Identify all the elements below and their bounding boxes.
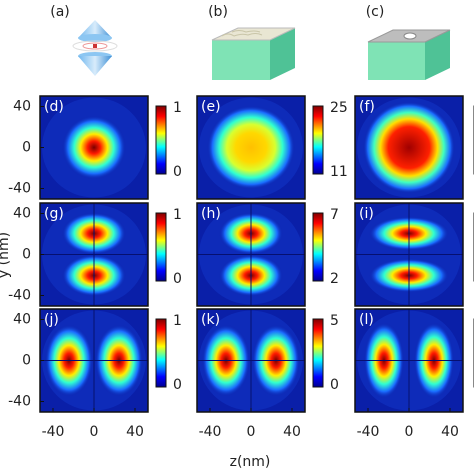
colorbar-tick-label: 25 [330,100,348,116]
schematic-label: (b) [208,4,228,20]
x-tick-label: 40 [283,424,301,440]
colorbar-tick-label: 2 [330,271,339,287]
panel-label: (l) [359,312,374,328]
colorbar-tick-label: 5 [330,313,339,329]
frame [354,95,464,200]
x-axis-label: z(nm) [230,454,271,470]
y-tick-label: 40 [13,312,31,328]
y-tick-label: 0 [22,140,31,156]
panel-label: (j) [44,312,59,328]
y-tick-label: 0 [22,353,31,369]
panel-label: (i) [359,206,374,222]
colorbar-tick-label: 0 [173,271,182,287]
y-tick-label: 40 [13,99,31,115]
heatmap-panel: (j) 1 0 [39,308,182,413]
heatmap-panel: (g) 1 0 [39,202,182,307]
colorbar-tick-label: 1 [173,207,182,223]
colorbar-tick-label: 0 [173,377,182,393]
heatmap-panel: (d) 1 0 [39,95,182,200]
y-tick-label: 0 [22,247,31,263]
colorbar-tick-label: 0 [173,164,182,180]
colorbar [155,105,167,175]
colorbar-tick-label: 11 [330,164,348,180]
x-tick-label: 0 [90,424,99,440]
frame [196,95,306,200]
heatmap [355,203,463,306]
y-tick-label: -40 [8,288,31,304]
x-tick-label: 40 [441,424,459,440]
panel-label: (k) [201,312,220,328]
schematic-label: (a) [50,4,70,20]
x-tick-label: 0 [405,424,414,440]
schematic-c [367,29,451,80]
heatmap [40,309,148,412]
x-tick-label: -40 [357,424,380,440]
heatmap-panel: (l) [354,308,474,413]
panel-label: (f) [359,99,375,115]
y-tick-label: -40 [8,181,31,197]
y-tick-label: 40 [13,206,31,222]
x-tick-label: 0 [247,424,256,440]
panel-label: (h) [201,206,221,222]
colorbar [155,318,167,388]
x-tick-label: -40 [199,424,222,440]
panel-label: (e) [201,99,221,115]
schematic-label: (c) [366,4,385,20]
heatmap [197,309,305,412]
x-tick-label: -40 [42,424,65,440]
frame [354,202,464,307]
heatmap-panel: (f) [354,95,474,200]
heatmap [40,203,148,306]
frame [196,202,306,307]
schematic-a [72,20,118,76]
y-tick-label: -40 [8,394,31,410]
colorbar [155,212,167,282]
y-axis-label: y (nm) [0,232,12,278]
colorbar [312,105,324,175]
heatmap [40,96,148,199]
heatmap-panel: (k) 5 0 [196,308,339,413]
colorbar-tick-label: 7 [330,207,339,223]
heatmap-panel: (h) 7 2 [196,202,339,307]
colorbar [312,318,324,388]
panel-label: (d) [44,99,64,115]
spot [207,105,295,190]
colorbar-tick-label: 1 [173,313,182,329]
panel-label: (g) [44,206,64,222]
heatmap [197,203,305,306]
colorbar [312,212,324,282]
colorbar-tick-label: 0 [330,377,339,393]
heatmap-panel: (e) 25 11 [196,95,348,200]
heatmap [355,309,463,412]
spot [363,101,455,194]
schematic-b [211,27,296,80]
heatmap [197,96,305,199]
spot [62,115,126,180]
colorbar-tick-label: 1 [173,100,182,116]
x-tick-label: 40 [126,424,144,440]
heatmap [355,96,463,199]
heatmap-panel: (i) [354,202,474,307]
